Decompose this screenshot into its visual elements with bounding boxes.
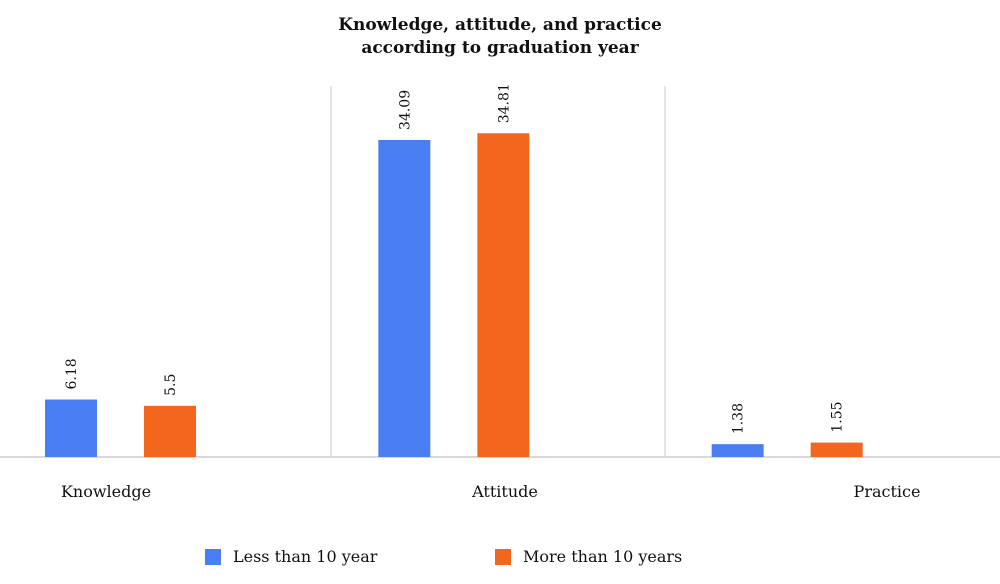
bar-practice-series-2 (810, 442, 863, 457)
bar-knowledge-series-2 (144, 405, 196, 457)
category-label-attitude: Attitude (471, 482, 538, 501)
legend-label-less-than-10: Less than 10 year (233, 547, 378, 566)
category-label-practice: Practice (854, 482, 921, 501)
legend-swatch-more-than-10 (495, 548, 511, 565)
chart-title: Knowledge, attitude, and practice accord… (0, 14, 1000, 60)
chart-title-line-1: Knowledge, attitude, and practice (338, 15, 662, 35)
data-label: 34.81 (496, 83, 512, 123)
bar-attitude-series-1 (378, 139, 431, 457)
legend-item-less-than-10: Less than 10 year (205, 547, 377, 566)
legend-label-more-than-10: More than 10 years (523, 547, 683, 566)
category-label-knowledge: Knowledge (61, 482, 151, 501)
data-label: 6.18 (64, 358, 80, 389)
legend-swatch-less-than-10 (205, 548, 221, 565)
legend: Less than 10 year More than 10 years (0, 547, 1000, 571)
data-label: 1.55 (830, 401, 846, 432)
data-label: 1.38 (731, 403, 747, 434)
bar-practice-series-1 (711, 444, 764, 457)
chart-title-line-2: according to graduation year (361, 38, 639, 58)
bar-attitude-series-2 (477, 133, 530, 457)
data-label: 5.5 (163, 374, 179, 396)
data-label: 34.09 (397, 90, 413, 130)
bar-knowledge-series-1 (45, 399, 97, 457)
legend-item-more-than-10: More than 10 years (495, 547, 682, 566)
